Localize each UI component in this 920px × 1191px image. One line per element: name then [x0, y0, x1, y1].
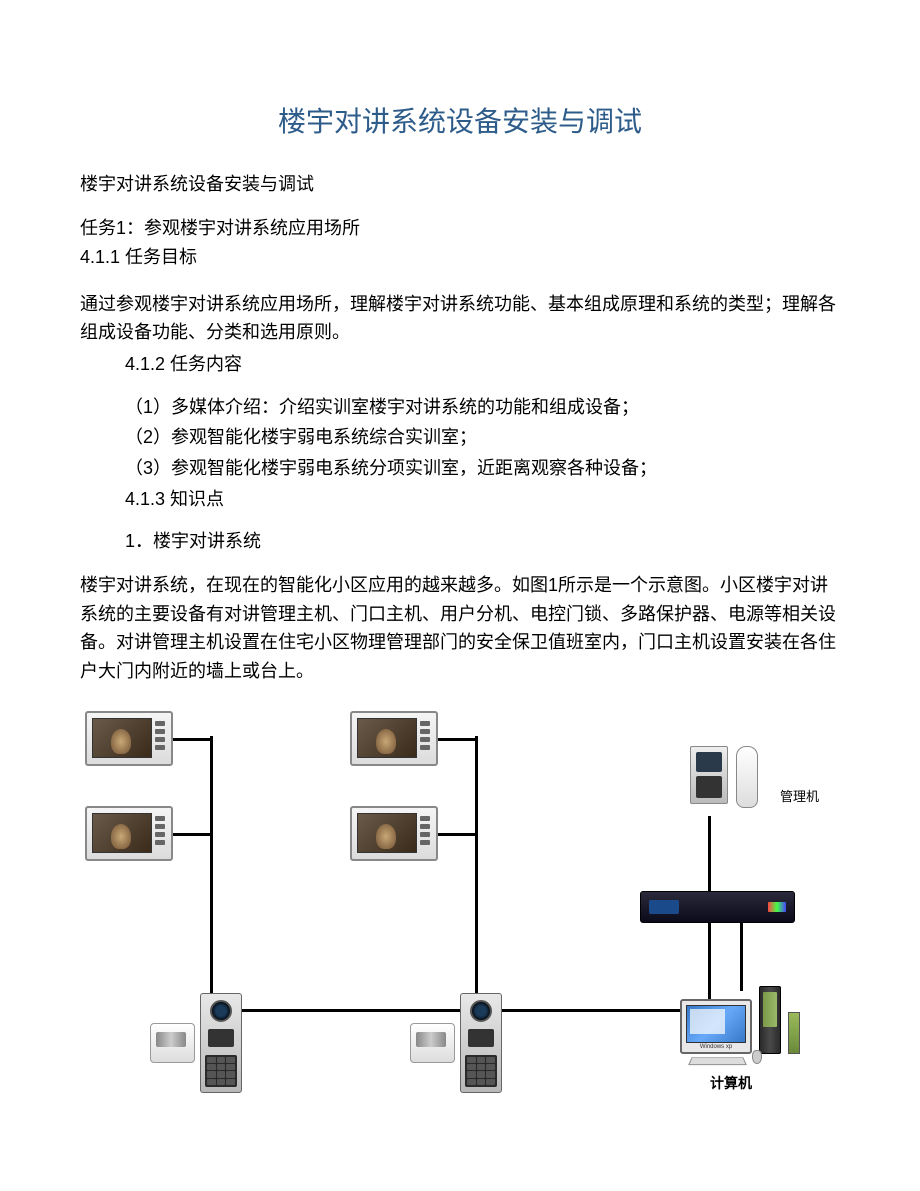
face-icon [376, 824, 396, 849]
door-camera-icon [150, 1023, 195, 1063]
terminal-screen [92, 813, 152, 853]
terminal-buttons [420, 721, 432, 756]
terminal-buttons [420, 816, 432, 851]
door-camera-icon [410, 1023, 455, 1063]
door-station [150, 993, 245, 1093]
user-terminal [85, 711, 173, 766]
terminal-screen [357, 718, 417, 758]
user-terminal [350, 711, 438, 766]
door-panel-icon [460, 993, 502, 1093]
mgmt-panel-icon [690, 746, 728, 804]
conn-line [438, 738, 478, 741]
management-unit [690, 746, 775, 816]
computer-label: 计算机 [710, 1073, 752, 1093]
mgmt-phone-icon [736, 746, 758, 808]
subheading-1: 1．楼宇对讲系统 [125, 526, 840, 557]
user-terminal [85, 806, 173, 861]
paragraph-2: 楼宇对讲系统，在现在的智能化小区应用的越来越多。如图1所示是一个示意图。小区楼宇… [80, 571, 840, 686]
face-icon [376, 729, 396, 754]
pc-keyboard-icon [688, 1057, 747, 1065]
nvr-up-line [708, 816, 711, 894]
face-icon [111, 824, 131, 849]
pc-monitor-icon: Windows xp [680, 999, 752, 1054]
terminal-buttons [155, 816, 167, 851]
terminal-buttons [155, 721, 167, 756]
conn-line [173, 738, 213, 741]
trunk-line-1 [210, 736, 213, 1011]
content-item-3: （3）参观智能化楼宇弱电系统分项实训室，近距离观察各种设备； [125, 453, 840, 484]
management-label: 管理机 [780, 786, 819, 805]
conn-line [438, 833, 478, 836]
content-item-1: （1）多媒体介绍：介绍实训室楼宇对讲系统的功能和组成设备； [125, 392, 840, 423]
system-diagram: 管理机 Windows xp 计算机 [80, 711, 840, 1111]
terminal-screen [357, 813, 417, 853]
pc-os-label: Windows xp [682, 1044, 750, 1050]
section-413: 4.1.3 知识点 [125, 484, 840, 515]
nvr-device [640, 891, 795, 923]
user-terminal [350, 806, 438, 861]
door-panel-icon [200, 993, 242, 1093]
section-412: 4.1.2 任务内容 [125, 349, 840, 380]
page-subtitle: 楼宇对讲系统设备安装与调试 [80, 170, 840, 196]
task1-heading: 任务1：参观楼宇对讲系统应用场所 [80, 214, 840, 243]
section-411: 4.1.1 任务目标 [80, 243, 840, 272]
pc-tower-icon [759, 986, 781, 1054]
page-title: 楼宇对讲系统设备安装与调试 [80, 100, 840, 140]
content-item-2: （2）参观智能化楼宇弱电系统综合实训室； [125, 422, 840, 453]
door-station [410, 993, 505, 1093]
computer-unit: Windows xp [680, 986, 830, 1054]
trunk-line-2 [475, 736, 478, 1011]
conn-line [173, 833, 213, 836]
nvr-to-pc-line [740, 921, 743, 991]
paragraph-1: 通过参观楼宇对讲系统应用场所，理解楼宇对讲系统功能、基本组成原理和系统的类型；理… [80, 290, 840, 348]
pc-mouse-icon [752, 1050, 762, 1064]
terminal-screen [92, 718, 152, 758]
pc-speaker-icon [788, 1012, 800, 1054]
face-icon [111, 729, 131, 754]
